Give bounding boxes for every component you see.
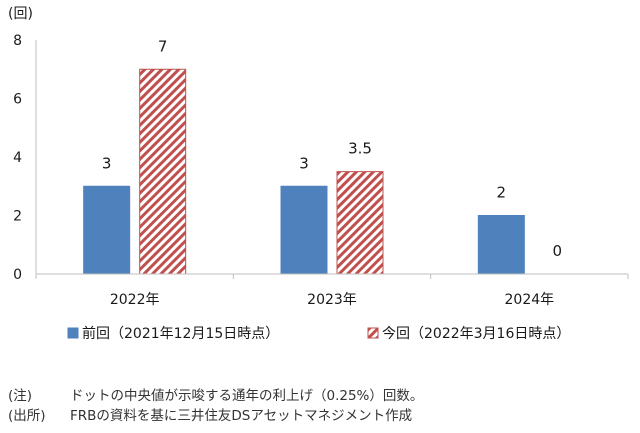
- legend-label: 今回（2022年3月16日時点）: [382, 326, 570, 342]
- y-tick-label: 2: [13, 209, 22, 225]
- data-label: 2: [497, 184, 507, 202]
- y-axis-ticks: 0 2 4 6 8: [13, 33, 22, 283]
- x-category-label: 2022年: [110, 292, 160, 308]
- source-line: (出所) FRBの資料を基に三井住友DSアセットマネジメント作成: [8, 404, 412, 424]
- y-tick-label: 0: [13, 267, 22, 283]
- x-category-label: 2024年: [505, 292, 555, 308]
- legend-swatch: [367, 327, 379, 339]
- data-label: 3.5: [348, 140, 372, 158]
- data-label: 3: [102, 154, 112, 172]
- y-tick-label: 6: [13, 92, 22, 108]
- x-axis-ticks: 2022年 2023年 2024年: [35, 274, 629, 308]
- source-text: FRBの資料を基に三井住友DSアセットマネジメント作成: [70, 408, 413, 424]
- legend: 前回（2021年12月15日時点） 今回（2022年3月16日時点）: [67, 325, 570, 342]
- data-label: 3: [299, 154, 309, 172]
- bar-series-1: [477, 215, 525, 275]
- bars: 3 3 2 7 3.5 0: [83, 37, 563, 275]
- bar-series-2: [336, 171, 384, 275]
- bar-series-1: [280, 185, 328, 275]
- bar-series-2: [139, 68, 187, 275]
- data-label: 0: [553, 242, 563, 260]
- x-category-label: 2023年: [307, 292, 357, 308]
- note-label: (注): [8, 388, 33, 404]
- bar-series-1: [83, 185, 131, 275]
- legend-label: 前回（2021年12月15日時点）: [82, 325, 279, 342]
- y-tick-label: 4: [13, 150, 22, 166]
- data-label: 7: [158, 37, 168, 55]
- legend-swatch: [67, 327, 79, 339]
- note-text: ドットの中央値が示唆する通年の利上げ（0.25%）回数。: [70, 388, 424, 404]
- note-line: (注) ドットの中央値が示唆する通年の利上げ（0.25%）回数。: [8, 384, 423, 404]
- y-unit-label: (回): [8, 6, 33, 22]
- source-label: (出所): [8, 408, 46, 424]
- bar-chart: (回) 0 2 4 6 8 3 3 2 7 3.5 0 2022年 2023年 2024年 前回（20…: [8, 6, 629, 342]
- y-tick-label: 8: [13, 33, 22, 49]
